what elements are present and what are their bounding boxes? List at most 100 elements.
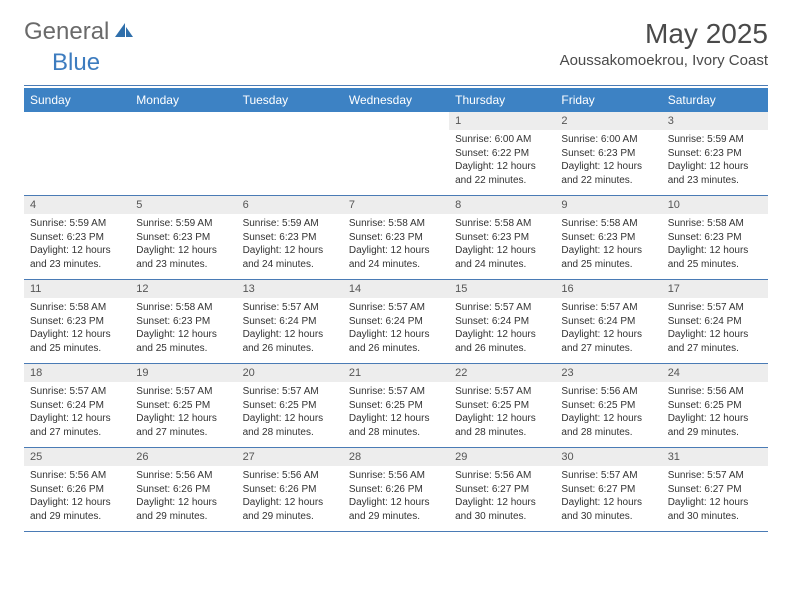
sunrise-text: Sunrise: 5:58 AM bbox=[136, 301, 230, 315]
day-number: 3 bbox=[662, 112, 768, 130]
sunrise-text: Sunrise: 5:57 AM bbox=[668, 301, 762, 315]
day-details: Sunrise: 5:58 AMSunset: 6:23 PMDaylight:… bbox=[130, 298, 236, 363]
sunrise-text: Sunrise: 6:00 AM bbox=[561, 133, 655, 147]
day-details: Sunrise: 5:56 AMSunset: 6:25 PMDaylight:… bbox=[662, 382, 768, 447]
sunset-text: Sunset: 6:24 PM bbox=[455, 315, 549, 329]
daylight-text-1: Daylight: 12 hours bbox=[668, 412, 762, 426]
daylight-text-1: Daylight: 12 hours bbox=[136, 328, 230, 342]
daylight-text-1: Daylight: 12 hours bbox=[243, 328, 337, 342]
dh-monday: Monday bbox=[130, 88, 236, 112]
sunrise-text: Sunrise: 5:57 AM bbox=[349, 301, 443, 315]
week-separator bbox=[24, 531, 768, 532]
sunrise-text: Sunrise: 5:57 AM bbox=[561, 469, 655, 483]
daylight-text-1: Daylight: 12 hours bbox=[668, 496, 762, 510]
daylight-text-1: Daylight: 12 hours bbox=[243, 496, 337, 510]
daylight-text-1: Daylight: 12 hours bbox=[561, 328, 655, 342]
daylight-text-1: Daylight: 12 hours bbox=[30, 244, 124, 258]
day-details: Sunrise: 5:59 AMSunset: 6:23 PMDaylight:… bbox=[662, 130, 768, 195]
day-details: Sunrise: 6:00 AMSunset: 6:23 PMDaylight:… bbox=[555, 130, 661, 195]
daylight-text-2: and 26 minutes. bbox=[243, 342, 337, 356]
sunset-text: Sunset: 6:23 PM bbox=[30, 231, 124, 245]
daylight-text-1: Daylight: 12 hours bbox=[561, 160, 655, 174]
dh-thursday: Thursday bbox=[449, 88, 555, 112]
day-details: Sunrise: 5:58 AMSunset: 6:23 PMDaylight:… bbox=[555, 214, 661, 279]
daynum-row: 123 bbox=[24, 112, 768, 130]
sunrise-text: Sunrise: 5:57 AM bbox=[243, 385, 337, 399]
day-details: Sunrise: 5:56 AMSunset: 6:26 PMDaylight:… bbox=[24, 466, 130, 531]
sunset-text: Sunset: 6:23 PM bbox=[30, 315, 124, 329]
sunrise-text: Sunrise: 5:57 AM bbox=[668, 469, 762, 483]
details-row: Sunrise: 5:57 AMSunset: 6:24 PMDaylight:… bbox=[24, 382, 768, 447]
sunrise-text: Sunrise: 5:58 AM bbox=[30, 301, 124, 315]
sunrise-text: Sunrise: 5:57 AM bbox=[349, 385, 443, 399]
day-details bbox=[24, 130, 130, 195]
daylight-text-2: and 29 minutes. bbox=[668, 426, 762, 440]
dh-friday: Friday bbox=[555, 88, 661, 112]
day-number: 28 bbox=[343, 448, 449, 466]
day-details: Sunrise: 5:57 AMSunset: 6:24 PMDaylight:… bbox=[449, 298, 555, 363]
day-number: 7 bbox=[343, 196, 449, 214]
sunset-text: Sunset: 6:23 PM bbox=[136, 231, 230, 245]
daylight-text-2: and 27 minutes. bbox=[136, 426, 230, 440]
daylight-text-2: and 27 minutes. bbox=[668, 342, 762, 356]
daylight-text-2: and 30 minutes. bbox=[668, 510, 762, 524]
sunset-text: Sunset: 6:23 PM bbox=[668, 231, 762, 245]
daylight-text-2: and 26 minutes. bbox=[349, 342, 443, 356]
day-number: 30 bbox=[555, 448, 661, 466]
daylight-text-2: and 25 minutes. bbox=[136, 342, 230, 356]
sunrise-text: Sunrise: 5:58 AM bbox=[455, 217, 549, 231]
day-header-row: Sunday Monday Tuesday Wednesday Thursday… bbox=[24, 88, 768, 112]
sunrise-text: Sunrise: 5:58 AM bbox=[561, 217, 655, 231]
daylight-text-1: Daylight: 12 hours bbox=[561, 244, 655, 258]
sunset-text: Sunset: 6:25 PM bbox=[243, 399, 337, 413]
daylight-text-2: and 28 minutes. bbox=[243, 426, 337, 440]
day-number: 25 bbox=[24, 448, 130, 466]
dh-sunday: Sunday bbox=[24, 88, 130, 112]
sunrise-text: Sunrise: 5:57 AM bbox=[30, 385, 124, 399]
day-details: Sunrise: 5:57 AMSunset: 6:25 PMDaylight:… bbox=[343, 382, 449, 447]
sunset-text: Sunset: 6:27 PM bbox=[668, 483, 762, 497]
daylight-text-2: and 25 minutes. bbox=[668, 258, 762, 272]
day-number: 20 bbox=[237, 364, 343, 382]
sunrise-text: Sunrise: 5:56 AM bbox=[349, 469, 443, 483]
sunrise-text: Sunrise: 5:57 AM bbox=[455, 385, 549, 399]
daylight-text-1: Daylight: 12 hours bbox=[455, 328, 549, 342]
day-number bbox=[24, 112, 130, 130]
day-number: 8 bbox=[449, 196, 555, 214]
day-number: 29 bbox=[449, 448, 555, 466]
day-number bbox=[130, 112, 236, 130]
day-number: 31 bbox=[662, 448, 768, 466]
day-number bbox=[237, 112, 343, 130]
sunset-text: Sunset: 6:25 PM bbox=[668, 399, 762, 413]
daynum-row: 45678910 bbox=[24, 196, 768, 214]
day-details: Sunrise: 5:58 AMSunset: 6:23 PMDaylight:… bbox=[24, 298, 130, 363]
daylight-text-2: and 26 minutes. bbox=[455, 342, 549, 356]
sunrise-text: Sunrise: 5:59 AM bbox=[136, 217, 230, 231]
sunrise-text: Sunrise: 5:56 AM bbox=[136, 469, 230, 483]
daylight-text-1: Daylight: 12 hours bbox=[349, 412, 443, 426]
daylight-text-2: and 24 minutes. bbox=[349, 258, 443, 272]
day-number: 23 bbox=[555, 364, 661, 382]
daylight-text-1: Daylight: 12 hours bbox=[668, 328, 762, 342]
calendar-table: Sunday Monday Tuesday Wednesday Thursday… bbox=[24, 88, 768, 532]
sunset-text: Sunset: 6:23 PM bbox=[561, 147, 655, 161]
sunrise-text: Sunrise: 5:58 AM bbox=[668, 217, 762, 231]
header-rule bbox=[24, 85, 768, 86]
day-number: 12 bbox=[130, 280, 236, 298]
sunrise-text: Sunrise: 5:57 AM bbox=[455, 301, 549, 315]
day-number: 6 bbox=[237, 196, 343, 214]
sunset-text: Sunset: 6:26 PM bbox=[136, 483, 230, 497]
sunrise-text: Sunrise: 5:58 AM bbox=[349, 217, 443, 231]
daylight-text-2: and 27 minutes. bbox=[30, 426, 124, 440]
day-details: Sunrise: 5:59 AMSunset: 6:23 PMDaylight:… bbox=[24, 214, 130, 279]
daylight-text-1: Daylight: 12 hours bbox=[455, 496, 549, 510]
daylight-text-2: and 22 minutes. bbox=[455, 174, 549, 188]
day-details: Sunrise: 5:58 AMSunset: 6:23 PMDaylight:… bbox=[449, 214, 555, 279]
day-number: 18 bbox=[24, 364, 130, 382]
daylight-text-1: Daylight: 12 hours bbox=[243, 412, 337, 426]
sunset-text: Sunset: 6:23 PM bbox=[136, 315, 230, 329]
day-details: Sunrise: 5:57 AMSunset: 6:25 PMDaylight:… bbox=[237, 382, 343, 447]
day-number: 26 bbox=[130, 448, 236, 466]
sunset-text: Sunset: 6:24 PM bbox=[30, 399, 124, 413]
daylight-text-1: Daylight: 12 hours bbox=[136, 412, 230, 426]
